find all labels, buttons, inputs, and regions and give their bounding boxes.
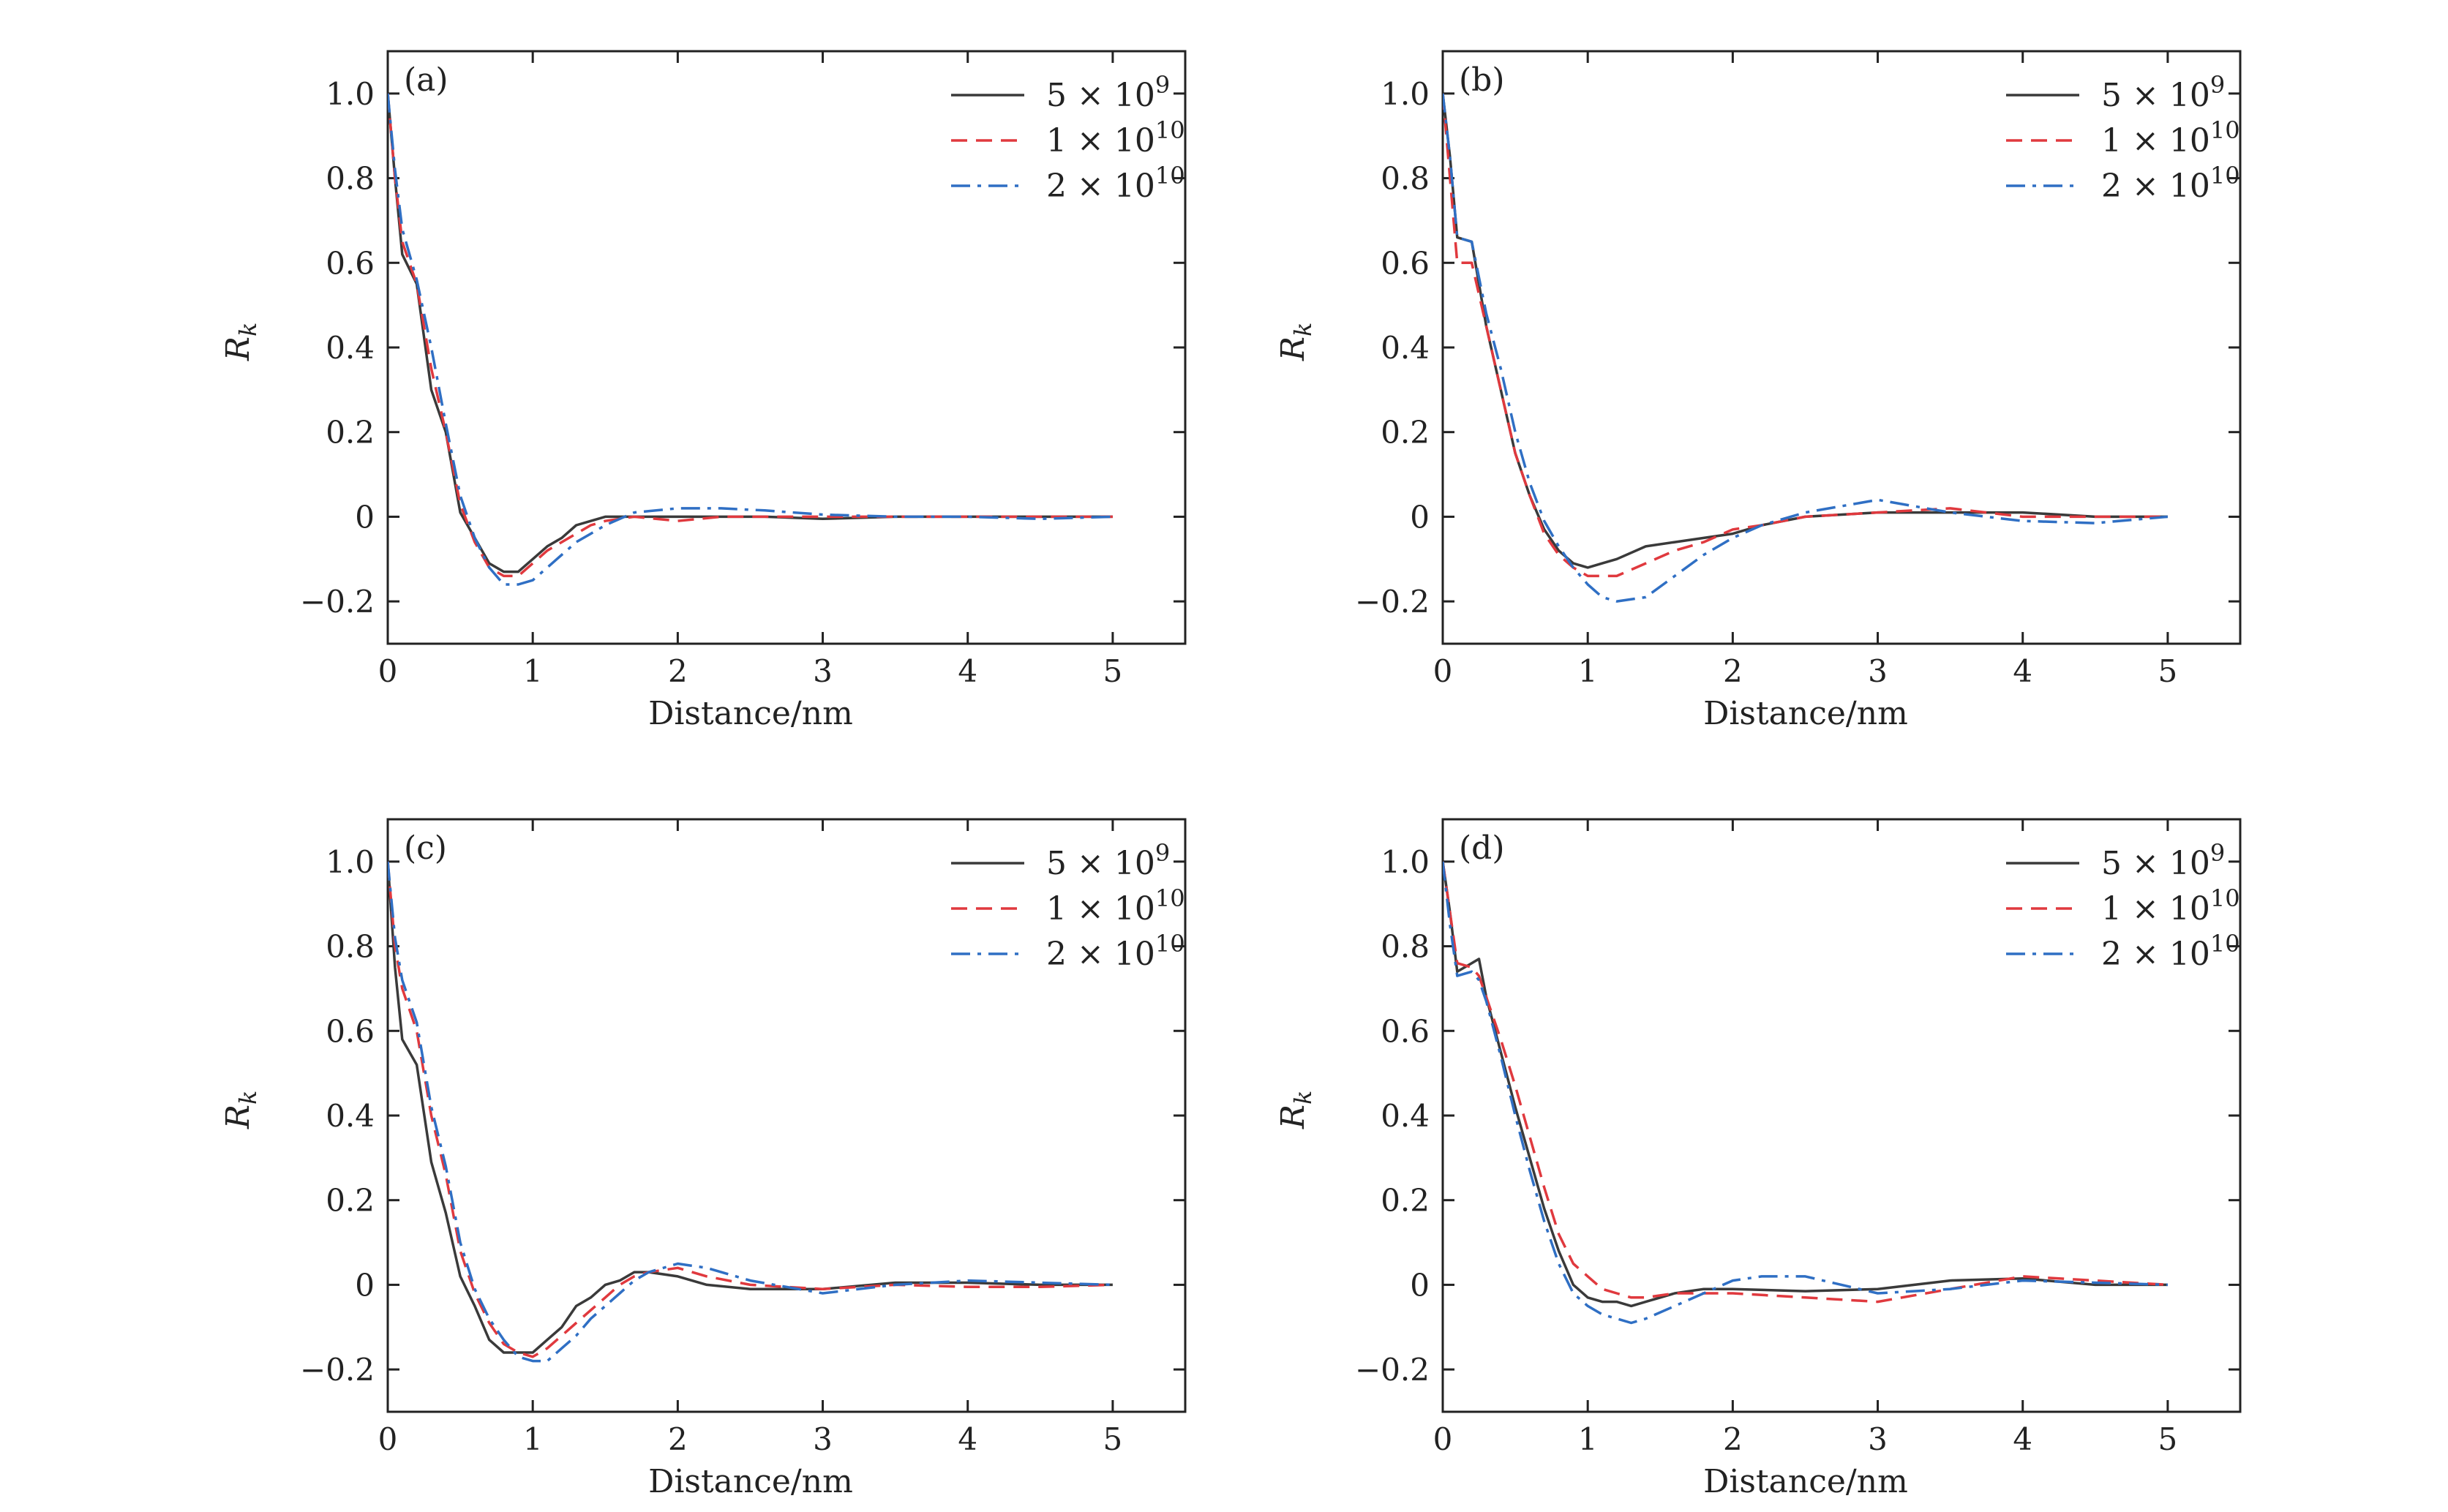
x-tick-label: 1: [1578, 653, 1598, 689]
legend-label: 5 × 109: [1046, 71, 1170, 114]
series-line: [388, 861, 1113, 1354]
x-tick-label: 0: [1433, 653, 1453, 689]
y-tick-label: 0.6: [326, 1013, 375, 1049]
legend-label: 5 × 109: [1046, 839, 1170, 882]
series-line: [388, 861, 1113, 1358]
x-tick-label: 5: [1103, 1421, 1123, 1457]
panel-label: (b): [1459, 61, 1505, 99]
y-axis-title: Rk: [219, 323, 262, 362]
y-tick-label: 0.4: [1381, 1098, 1430, 1134]
legend-label: 5 × 109: [2101, 839, 2225, 882]
y-tick-label: 0.6: [1381, 245, 1430, 281]
y-tick-label: −0.2: [1355, 1352, 1430, 1388]
x-tick-label: 0: [378, 653, 398, 689]
x-tick-label: 4: [958, 1421, 977, 1457]
legend-label: 2 × 1010: [1046, 162, 1185, 205]
y-axis-title: Rk: [1274, 323, 1317, 362]
x-tick-label: 5: [2158, 653, 2178, 689]
y-tick-label: 0.8: [326, 161, 375, 197]
x-tick-label: 4: [2013, 1421, 2032, 1457]
panel-label: (a): [404, 61, 448, 99]
x-tick-label: 1: [1578, 1421, 1598, 1457]
y-tick-label: 0.4: [326, 330, 375, 366]
legend-label: 1 × 1010: [2101, 116, 2240, 159]
y-tick-label: 0: [1410, 499, 1430, 535]
panel-label: (d): [1459, 830, 1505, 867]
x-tick-label: 1: [523, 653, 543, 689]
y-tick-label: 0.6: [326, 245, 375, 281]
y-tick-label: 0.4: [326, 1098, 375, 1134]
x-tick-label: 2: [668, 1421, 688, 1457]
y-tick-label: −0.2: [300, 1352, 375, 1388]
y-tick-label: 0.8: [1381, 161, 1430, 197]
legend-label: 2 × 1010: [2101, 930, 2240, 973]
x-axis-title: Distance/nm: [1703, 695, 1908, 732]
x-tick-label: 5: [1103, 653, 1123, 689]
y-tick-label: 0.2: [326, 1183, 375, 1219]
legend-label: 1 × 1010: [1046, 884, 1185, 928]
y-tick-label: −0.2: [300, 584, 375, 620]
x-tick-label: 2: [1723, 653, 1743, 689]
y-axis-title: Rk: [1274, 1091, 1317, 1130]
series-line: [1443, 861, 2168, 1325]
series-line: [1443, 861, 2168, 1308]
chart-panel: 0 1 2 3 4 5−0.200.20.40.60.81.0Distance/nmRk(…: [219, 50, 1187, 732]
legend-label: 1 × 1010: [1046, 116, 1185, 159]
y-tick-label: 0: [1410, 1267, 1430, 1303]
legend-label: 1 × 1010: [2101, 884, 2240, 928]
x-axis-title: Distance/nm: [648, 695, 853, 732]
x-tick-label: 3: [1868, 653, 1888, 689]
y-tick-label: 0.2: [326, 415, 375, 451]
chart-panel: 0 1 2 3 4 5−0.200.20.40.60.81.0Distance/nmRk(…: [1274, 50, 2242, 732]
y-axis-title: Rk: [219, 1091, 262, 1130]
y-tick-label: 0.8: [1381, 929, 1430, 965]
series-line: [1443, 861, 2169, 1304]
x-tick-label: 3: [813, 653, 833, 689]
series-line: [388, 93, 1113, 573]
y-tick-label: 1.0: [326, 76, 375, 112]
series-line: [1443, 93, 2169, 603]
legend-label: 2 × 1010: [1046, 930, 1185, 973]
legend-label: 5 × 109: [2101, 71, 2225, 114]
x-tick-label: 0: [378, 1421, 398, 1457]
x-tick-label: 1: [523, 1421, 543, 1457]
y-tick-label: −0.2: [1355, 584, 1430, 620]
x-tick-label: 3: [813, 1421, 833, 1457]
y-tick-label: 0.2: [1381, 1183, 1430, 1219]
x-axis-title: Distance/nm: [648, 1463, 853, 1500]
y-tick-label: 0.8: [326, 929, 375, 965]
series-line: [1443, 93, 2168, 569]
y-tick-label: 0.6: [1381, 1013, 1430, 1049]
x-tick-label: 3: [1868, 1421, 1888, 1457]
series-line: [388, 93, 1113, 586]
y-tick-label: 0: [355, 499, 375, 535]
y-tick-label: 0.4: [1381, 330, 1430, 366]
chart-panel: 0 1 2 3 4 5−0.200.20.40.60.81.0Distance/nmRk(…: [219, 818, 1187, 1500]
y-tick-label: 1.0: [1381, 844, 1430, 880]
legend-label: 2 × 1010: [2101, 162, 2240, 205]
x-axis-title: Distance/nm: [1703, 1463, 1908, 1500]
series-line: [388, 861, 1113, 1363]
series-line: [1443, 93, 2168, 578]
y-tick-label: 1.0: [1381, 76, 1430, 112]
x-tick-label: 4: [2013, 653, 2032, 689]
panel-label: (c): [404, 830, 447, 867]
chart-panel: 0 1 2 3 4 5−0.200.20.40.60.81.0Distance/nmRk(…: [1274, 818, 2242, 1500]
x-tick-label: 0: [1433, 1421, 1453, 1457]
y-tick-label: 0.2: [1381, 415, 1430, 451]
x-tick-label: 2: [1723, 1421, 1743, 1457]
x-tick-label: 4: [958, 653, 977, 689]
x-tick-label: 5: [2158, 1421, 2178, 1457]
series-line: [388, 93, 1113, 578]
x-tick-label: 2: [668, 653, 688, 689]
y-tick-label: 0: [355, 1267, 375, 1303]
y-tick-label: 1.0: [326, 844, 375, 880]
